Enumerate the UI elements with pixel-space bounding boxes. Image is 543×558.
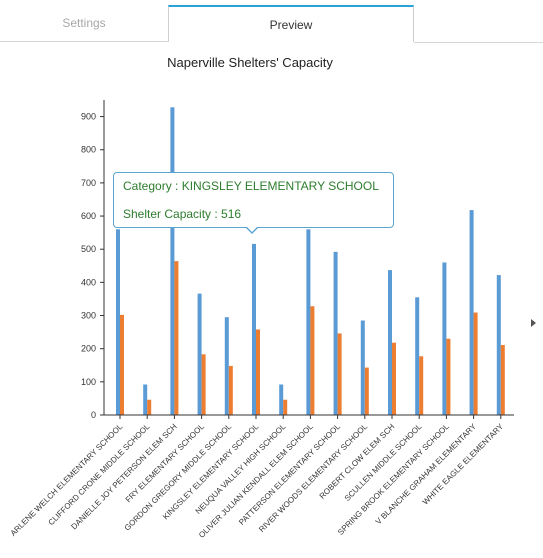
bar-series-1-2[interactable] [143,384,148,415]
x-tick-label: CLIFFORD CRONE MIDDLE SCHOOL [47,422,152,527]
y-tick-label: 0 [91,410,96,420]
tab-bar: Settings Preview [0,0,543,43]
bar-series-1-4[interactable] [197,293,202,415]
bar-series-1-6[interactable] [252,243,256,415]
y-tick-label: 200 [81,344,96,354]
y-tick-label: 600 [81,211,96,221]
tooltip-capacity: Shelter Capacity : 516 [123,207,241,221]
triangle-right-icon[interactable] [531,319,536,327]
bar-series-2-1[interactable] [120,314,124,415]
tab-bar-divider [414,42,543,43]
bar-series-1-15[interactable] [496,275,501,415]
bar-series-1-1[interactable] [116,229,120,415]
bar-series-1-8[interactable] [306,229,311,415]
y-tick-label: 900 [81,112,96,122]
bar-series-2-11[interactable] [392,342,396,415]
bar-series-1-13[interactable] [442,262,447,415]
bar-series-2-13[interactable] [446,338,451,415]
bar-series-2-5[interactable] [228,365,233,415]
bar-series-2-14[interactable] [473,312,478,415]
y-tick-label: 100 [81,377,96,387]
bar-series-2-9[interactable] [337,333,342,415]
bar-series-2-8[interactable] [310,306,315,415]
tooltip-category: Category : KINGSLEY ELEMENTARY SCHOOL [123,179,379,193]
y-tick-label: 800 [81,145,96,155]
bar-series-1-10[interactable] [360,320,365,416]
bar-series-2-15[interactable] [500,345,505,415]
bar-series [116,107,505,415]
tab-preview[interactable]: Preview [168,5,414,42]
y-tick-label: 700 [81,178,96,188]
x-tick-label: V BLANCHE GRAHAM ELEMENTARY [374,422,479,527]
chart-title: Naperville Shelters' Capacity [167,55,333,70]
y-tick-label: 500 [81,244,96,254]
tooltip-category-value: KINGSLEY ELEMENTARY SCHOOL [181,179,379,193]
bar-series-2-7[interactable] [283,399,288,415]
tooltip-capacity-value: 516 [221,207,242,221]
tooltip-category-label: Category : [123,179,182,193]
bar-series-1-7[interactable] [279,384,284,415]
bar-series-1-14[interactable] [469,210,474,415]
tab-settings[interactable]: Settings [0,5,168,42]
y-tick-label: 300 [81,311,96,321]
bar-series-2-3[interactable] [174,261,179,415]
bar-series-2-6[interactable] [256,329,260,415]
bar-series-1-5[interactable] [224,317,229,415]
bar-series-2-2[interactable] [147,399,152,415]
bar-series-1-11[interactable] [388,270,392,415]
bar-series-1-12[interactable] [415,297,420,415]
bar-series-2-12[interactable] [419,356,424,415]
bar-series-1-9[interactable] [333,251,338,415]
x-tick-label: ARLENE WELCH ELEMENTARY SCHOOL [9,422,125,538]
tooltip-pointer-fill [246,226,258,232]
bar-series-2-10[interactable] [364,367,369,415]
tooltip-capacity-label: Shelter Capacity : [123,207,222,221]
bar-series-2-4[interactable] [201,354,206,415]
y-tick-label: 400 [81,277,96,287]
bar-series-1-3[interactable] [170,107,175,415]
chart-tooltip: Category : KINGSLEY ELEMENTARY SCHOOL Sh… [113,172,394,234]
y-axis: 0 100 200 300 400 500 600 700 800 900 [81,100,105,420]
x-tick-label: PATTERSON ELEMENTARY SCHOOL [237,422,342,527]
